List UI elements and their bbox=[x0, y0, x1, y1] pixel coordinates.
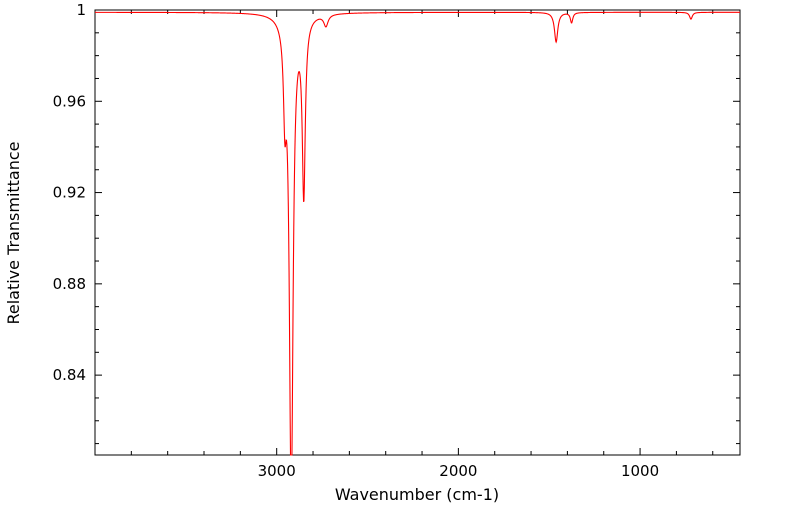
x-axis-label: Wavenumber (cm-1) bbox=[335, 485, 499, 504]
y-axis-label: Relative Transmittance bbox=[4, 141, 23, 324]
x-tick-label: 1000 bbox=[621, 462, 659, 480]
axis-tick-labels: 3000 2000 1000 0.84 0.88 0.92 0.96 1 bbox=[53, 1, 660, 480]
y-tick-label: 0.88 bbox=[53, 275, 86, 293]
x-tick-label: 2000 bbox=[439, 462, 477, 480]
plot-frame bbox=[94, 9, 741, 456]
y-tick-label: 0.84 bbox=[53, 366, 86, 384]
spectrum-line bbox=[95, 11, 740, 456]
y-tick-label: 0.96 bbox=[53, 92, 86, 110]
y-tick-label: 1 bbox=[76, 1, 86, 19]
y-tick-label: 0.92 bbox=[53, 184, 86, 202]
axis-ticks bbox=[95, 9, 740, 455]
x-tick-label: 3000 bbox=[258, 462, 296, 480]
